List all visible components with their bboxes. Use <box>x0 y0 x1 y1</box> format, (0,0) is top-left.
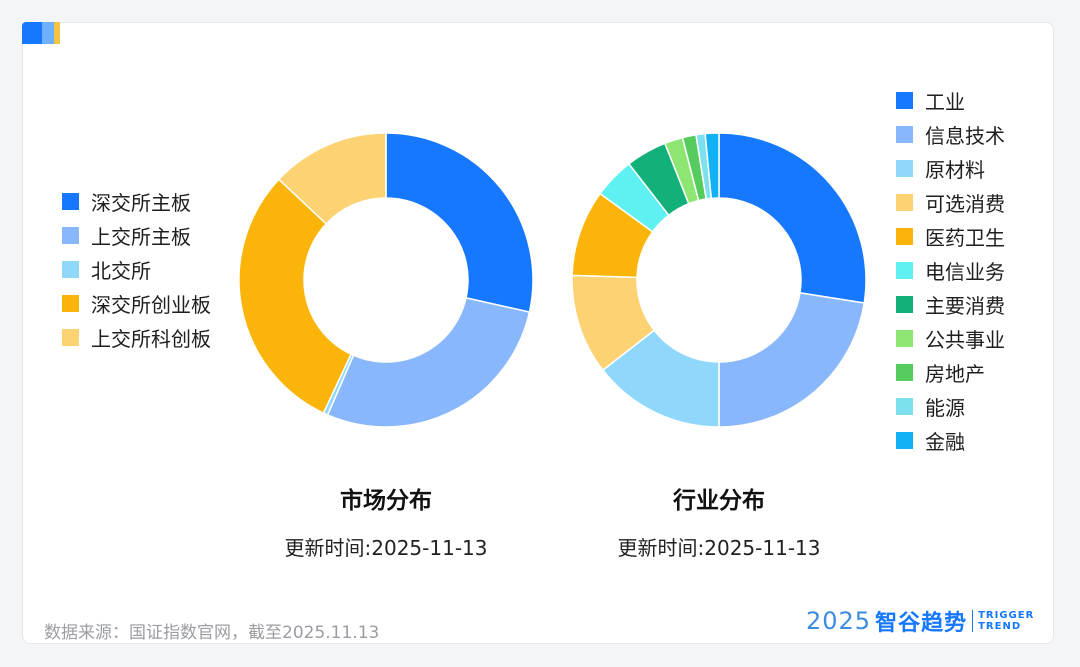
industry-legend-item: 公共事业 <box>896 321 1005 355</box>
chart-card <box>22 22 1054 644</box>
market-legend-swatch <box>62 226 79 244</box>
market-legend-swatch <box>62 328 79 346</box>
industry-legend-label: 原材料 <box>925 157 985 182</box>
industry-legend-item: 电信业务 <box>896 253 1005 287</box>
industry-legend-label: 房地产 <box>925 361 985 386</box>
industry-legend-swatch <box>896 329 913 347</box>
industry-chart-title: 行业分布 <box>673 488 765 514</box>
data-source-note: 数据来源：国证指数官网，截至2025.11.13 <box>44 623 380 643</box>
industry-legend-swatch <box>896 193 913 211</box>
industry-legend-swatch <box>896 125 913 143</box>
industry-legend-item: 原材料 <box>896 151 1005 185</box>
industry-legend-item: 信息技术 <box>896 117 1005 151</box>
market-slice-4 <box>277 132 387 225</box>
industry-legend-swatch <box>896 227 913 245</box>
industry-legend: 工业信息技术原材料可选消费医药卫生电信业务主要消费公共事业房地产能源金融 <box>896 83 1005 457</box>
market-legend-label: 上交所科创板 <box>91 326 211 351</box>
industry-legend-swatch <box>896 91 913 109</box>
industry-legend-item: 工业 <box>896 83 1005 117</box>
market-chart-date: 更新时间:2025-11-13 <box>284 536 488 560</box>
accent-bar <box>22 22 60 44</box>
market-legend-item: 北交所 <box>62 252 211 286</box>
market-legend: 深交所主板上交所主板北交所深交所创业板 上交所科创板 <box>62 184 211 354</box>
industry-legend-item: 金融 <box>896 423 1005 457</box>
brand-divider <box>972 610 974 632</box>
industry-donut-chart <box>571 132 867 428</box>
market-slice-3 <box>238 178 353 415</box>
industry-legend-label: 电信业务 <box>925 259 1005 284</box>
industry-chart-date: 更新时间:2025-11-13 <box>617 536 821 560</box>
market-legend-label: 北交所 <box>91 258 151 283</box>
industry-legend-item: 房地产 <box>896 355 1005 389</box>
market-legend-item: 上交所主板 <box>62 218 211 252</box>
market-legend-swatch <box>62 192 79 210</box>
industry-legend-label: 可选消费 <box>925 191 1005 216</box>
industry-legend-label: 工业 <box>925 89 965 114</box>
market-slice-0 <box>385 132 534 313</box>
market-donut-chart <box>238 132 534 428</box>
industry-legend-item: 能源 <box>896 389 1005 423</box>
market-legend-label: 上交所主板 <box>91 224 191 249</box>
market-legend-swatch <box>62 294 79 312</box>
industry-legend-swatch <box>896 431 913 449</box>
industry-legend-item: 医药卫生 <box>896 219 1005 253</box>
industry-legend-swatch <box>896 363 913 381</box>
brand-logo: 2025 智谷趋势 TRIGGER TREND <box>806 606 1034 636</box>
market-legend-swatch <box>62 260 79 278</box>
industry-legend-label: 公共事业 <box>925 327 1005 352</box>
industry-legend-item: 主要消费 <box>896 287 1005 321</box>
industry-slice-1 <box>718 291 866 428</box>
market-chart-title: 市场分布 <box>340 488 432 514</box>
industry-legend-label: 金融 <box>925 429 965 454</box>
industry-legend-label: 信息技术 <box>925 123 1005 148</box>
industry-legend-item: 可选消费 <box>896 185 1005 219</box>
industry-legend-swatch <box>896 295 913 313</box>
industry-slice-10 <box>704 132 720 200</box>
brand-year: 2025 <box>806 607 872 635</box>
industry-legend-swatch <box>896 159 913 177</box>
market-slice-1 <box>326 296 531 428</box>
industry-legend-swatch <box>896 261 913 279</box>
industry-legend-label: 能源 <box>925 395 965 420</box>
market-legend-label: 深交所创业板 <box>91 292 211 317</box>
market-legend-label: 深交所主板 <box>91 190 191 215</box>
industry-slice-0 <box>718 132 867 304</box>
market-legend-item: 深交所主板 <box>62 184 211 218</box>
industry-legend-swatch <box>896 397 913 415</box>
market-legend-item: 深交所创业板 <box>62 286 211 320</box>
industry-legend-label: 医药卫生 <box>925 225 1005 250</box>
market-legend-item: 上交所科创板 <box>62 320 211 354</box>
industry-legend-label: 主要消费 <box>925 293 1005 318</box>
brand-name: 智谷趋势 <box>875 611 968 636</box>
brand-english: TRIGGER TREND <box>978 610 1035 632</box>
